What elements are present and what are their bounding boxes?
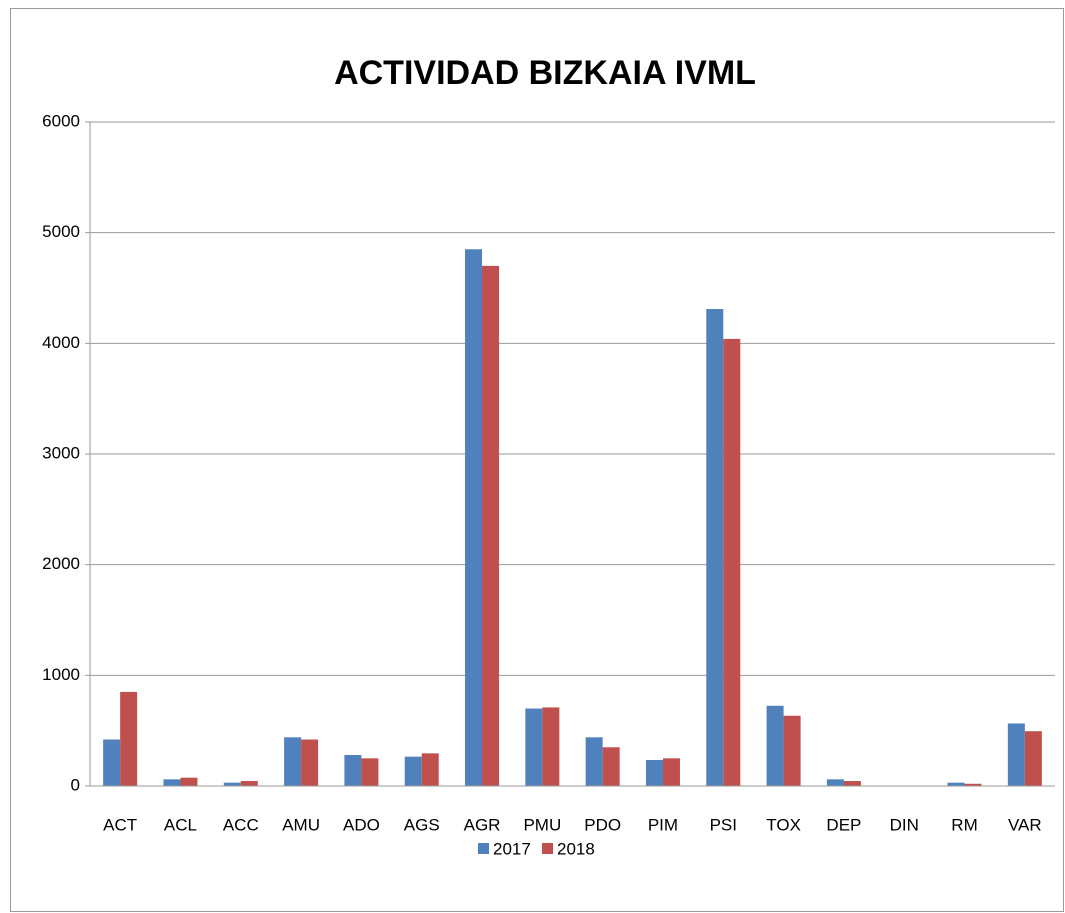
legend-label: 2018: [557, 839, 595, 858]
bar: [947, 782, 965, 786]
bar: [421, 753, 439, 786]
bar: [240, 781, 258, 786]
bar: [826, 779, 844, 786]
bar: [706, 309, 724, 786]
bar: [1007, 723, 1025, 786]
bar: [482, 265, 500, 786]
y-tick-label: 1000: [42, 665, 80, 684]
x-tick-label: AMU: [282, 815, 320, 834]
chart-title: ACTIVIDAD BIZKAIA IVML: [334, 54, 756, 92]
x-tick-label: PIM: [648, 815, 678, 834]
bar: [525, 708, 543, 786]
bar: [404, 756, 422, 786]
bar: [602, 747, 620, 786]
x-tick-label: DEP: [826, 815, 861, 834]
x-tick-label: AGR: [464, 815, 501, 834]
legend-swatch: [542, 843, 553, 854]
bar: [585, 737, 603, 786]
x-tick-label: VAR: [1008, 815, 1042, 834]
bar: [103, 739, 121, 786]
x-tick-label: ACC: [223, 815, 259, 834]
bar: [465, 249, 483, 786]
x-tick-label: ACL: [164, 815, 197, 834]
x-tick-label: ACT: [103, 815, 137, 834]
x-tick-label: PSI: [710, 815, 737, 834]
y-tick-label: 0: [71, 775, 80, 794]
bar: [766, 705, 784, 786]
legend-swatch: [478, 843, 489, 854]
x-tick-label: PDO: [584, 815, 621, 834]
bar: [662, 758, 680, 786]
legend-label: 2017: [493, 839, 531, 858]
x-tick-label: TOX: [766, 815, 801, 834]
bar: [843, 781, 861, 786]
bar: [645, 759, 663, 786]
x-tick-label: PMU: [523, 815, 561, 834]
y-tick-label: 3000: [42, 443, 80, 462]
bar: [120, 691, 138, 786]
y-tick-label: 4000: [42, 333, 80, 352]
bar: [284, 737, 302, 786]
bar: [180, 777, 198, 786]
bar: [223, 782, 241, 786]
bar: [1024, 731, 1042, 786]
bar: [163, 779, 181, 786]
x-tick-label: DIN: [890, 815, 919, 834]
bar: [361, 758, 379, 786]
y-tick-label: 6000: [42, 111, 80, 130]
x-tick-label: AGS: [404, 815, 440, 834]
x-tick-label: RM: [951, 815, 977, 834]
bar: [301, 739, 319, 786]
y-tick-label: 5000: [42, 222, 80, 241]
bar: [964, 783, 982, 786]
y-tick-label: 2000: [42, 554, 80, 573]
x-tick-label: ADO: [343, 815, 380, 834]
bar: [723, 338, 741, 786]
bar: [344, 755, 362, 786]
bar: [783, 715, 801, 786]
bar: [542, 707, 560, 786]
